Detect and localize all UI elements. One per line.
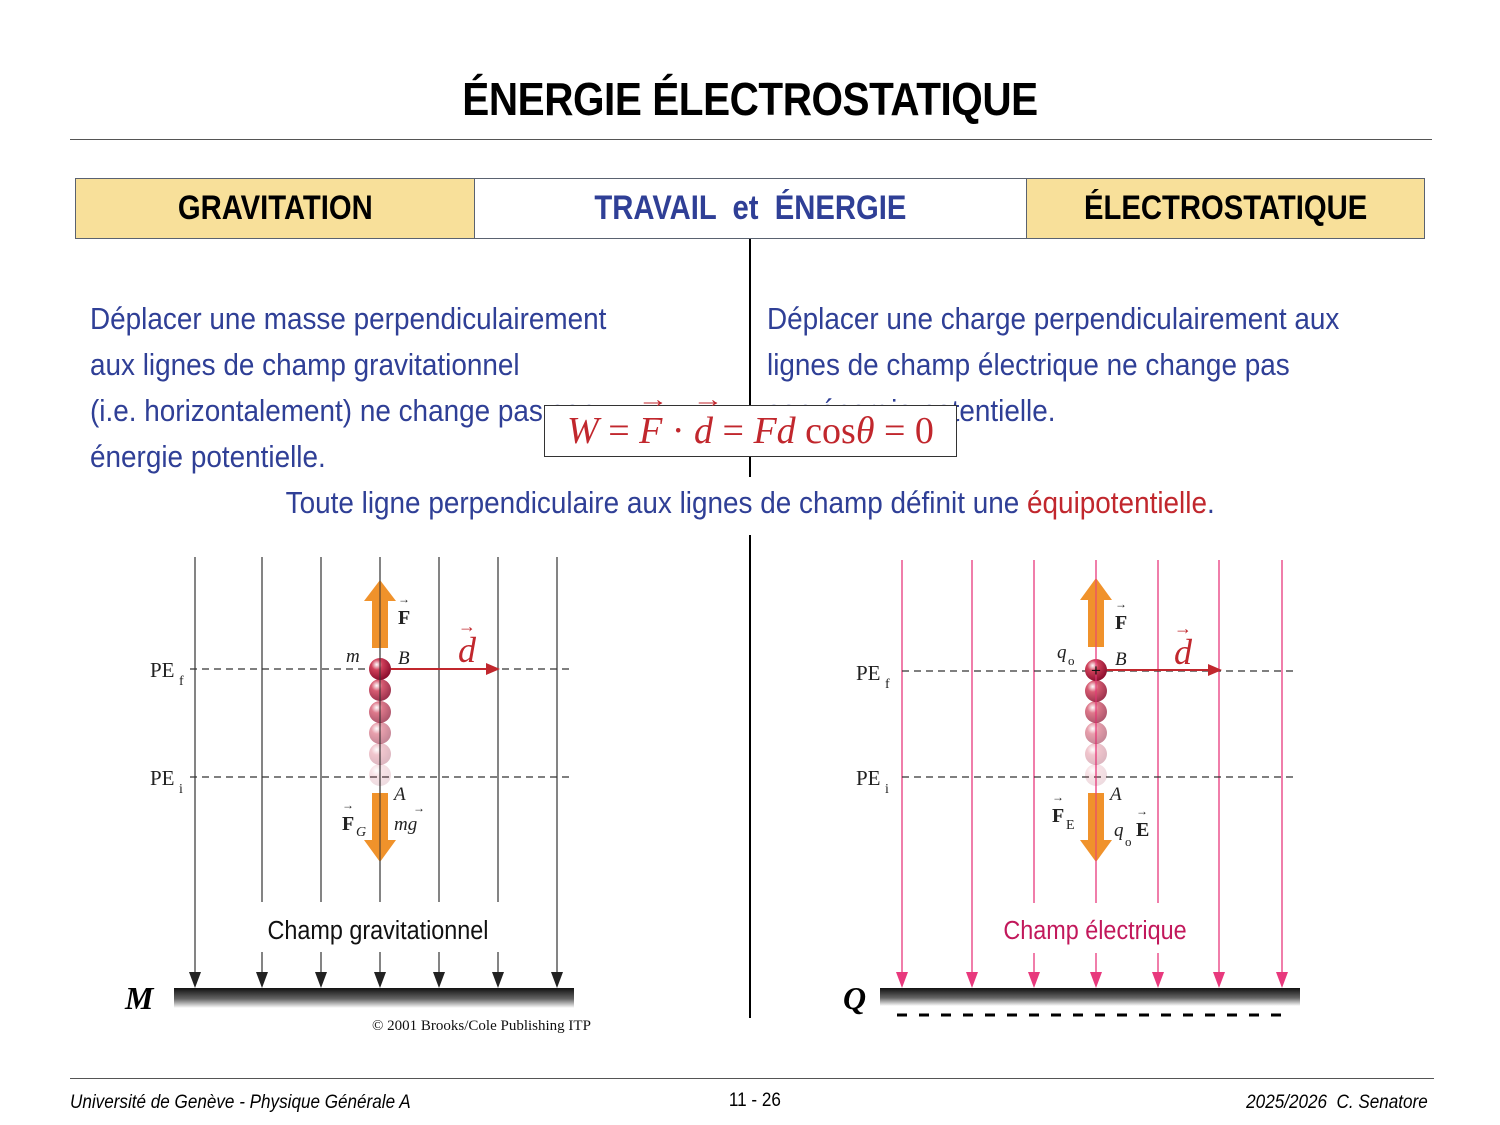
- charge-label: q: [1057, 642, 1067, 663]
- header-gravitation-label: GRAVITATION: [177, 189, 373, 227]
- electric-force-subscript: E: [1066, 818, 1075, 833]
- formula-force-vector: F: [639, 409, 662, 453]
- title-underline: [70, 139, 1432, 140]
- electric-field-arrowheads: [896, 972, 1288, 988]
- header-electrostatics-label: ÉLECTROSTATIQUE: [1083, 189, 1368, 227]
- footer-page-number-text: 11 - 26: [729, 1090, 781, 1111]
- gravity-field-diagram: PE f PE i m B A F → F → G mg → d → M © 2…: [124, 557, 591, 1034]
- arrow-over-icon: →: [1174, 618, 1192, 638]
- work-formula: W = F · d = Fd cos θ = 0: [544, 405, 957, 457]
- qoE-field-label: E: [1136, 819, 1149, 841]
- gravitation-description-text: Déplacer une masse perpendiculairement a…: [90, 301, 607, 474]
- gravity-field-lines: [194, 557, 558, 980]
- formula-displacement-vector: d: [694, 409, 713, 453]
- pe-final-label: PE: [150, 658, 175, 682]
- pe-final-subscript: f: [885, 677, 890, 692]
- header-electrostatics: ÉLECTROSTATIQUE: [1027, 179, 1424, 238]
- pe-initial-label: PE: [856, 766, 881, 790]
- footer-page-number: 11 - 26: [700, 1090, 810, 1112]
- electric-force-label: F: [1052, 805, 1064, 827]
- electric-field-diagram: + PE f PE i q o B A F → F → E q o E → d …: [843, 560, 1300, 1017]
- displacement-arrowhead: [1208, 664, 1222, 676]
- displacement-label: d: [458, 630, 477, 670]
- formula-equals: =: [598, 410, 640, 452]
- qoE-charge-label: q: [1114, 820, 1124, 841]
- equipotential-suffix: .: [1206, 485, 1215, 520]
- footer-author: 2025/2026 C. Senatore: [1226, 1092, 1428, 1114]
- arrow-over-icon: →: [413, 801, 425, 815]
- mass-plate: [174, 988, 574, 1008]
- arrow-over-icon: →: [398, 592, 410, 606]
- header-row: GRAVITATION TRAVAIL et ÉNERGIE ÉLECTROST…: [75, 178, 1425, 239]
- pe-initial-subscript: i: [885, 782, 889, 797]
- point-b-label: B: [398, 648, 410, 669]
- footer-rule: [70, 1078, 1434, 1079]
- charge-plate: [880, 988, 1300, 1006]
- equipotential-prefix: Toute ligne perpendiculaire aux lignes d…: [285, 485, 1027, 520]
- footer-institution-text: Université de Genève - Physique Générale…: [70, 1092, 411, 1113]
- header-work-energy-label: TRAVAIL et ÉNERGIE: [594, 189, 907, 227]
- formula-w: W: [567, 410, 599, 452]
- gravity-force-subscript: G: [356, 825, 366, 840]
- gravity-field-arrowheads: [189, 972, 563, 988]
- electrostatics-description: Déplacer une charge perpendiculairement …: [767, 250, 1467, 434]
- gravity-field-label: Champ gravitationnel: [268, 917, 489, 945]
- equipotential-keyword: équipotentielle: [1026, 485, 1207, 520]
- mass-source-label: M: [124, 980, 155, 1016]
- column-divider-formula: [749, 457, 751, 477]
- formula-equals: =: [713, 410, 754, 452]
- formula-dot: ·: [662, 410, 695, 452]
- footer-author-text: 2025/2026 C. Senatore: [1246, 1092, 1428, 1113]
- displacement-arrowhead: [486, 663, 500, 675]
- point-a-label: A: [1108, 784, 1122, 805]
- column-divider-top: [749, 239, 751, 405]
- footer-institution: Université de Genève - Physique Générale…: [70, 1092, 448, 1114]
- equipotential-statement: Toute ligne perpendiculaire aux lignes d…: [0, 485, 1500, 521]
- point-b-label: B: [1115, 649, 1127, 670]
- formula-fd: Fd: [753, 410, 796, 452]
- pe-final-label: PE: [856, 661, 881, 685]
- pe-final-subscript: f: [179, 674, 184, 689]
- gravitation-description: Déplacer une masse perpendiculairement a…: [90, 250, 750, 480]
- weight-label: mg: [394, 814, 417, 835]
- point-a-label: A: [392, 784, 406, 805]
- formula-result: = 0: [874, 410, 934, 452]
- electrostatics-description-text: Déplacer une charge perpendiculairement …: [767, 301, 1340, 428]
- applied-force-label: F: [398, 607, 410, 629]
- applied-force-label: F: [1115, 612, 1127, 634]
- header-work-energy: TRAVAIL et ÉNERGIE: [475, 179, 1027, 238]
- arrow-over-icon: →: [342, 798, 354, 812]
- charge-source-label: Q: [843, 980, 866, 1016]
- electric-field-lines: [901, 560, 1283, 978]
- pe-initial-label: PE: [150, 766, 175, 790]
- equipotential-statement-line: Toute ligne perpendiculaire aux lignes d…: [285, 485, 1214, 521]
- slide-title: ÉNERGIE ÉLECTROSTATIQUE: [462, 73, 1038, 125]
- electric-field-label: Champ électrique: [1003, 917, 1186, 945]
- pe-initial-subscript: i: [179, 782, 183, 797]
- gravity-force-label: F: [342, 813, 354, 835]
- qoE-charge-subscript: o: [1125, 834, 1132, 849]
- arrow-over-icon: →: [458, 616, 476, 636]
- displacement-label: d: [1174, 632, 1193, 672]
- arrow-over-icon: →: [1115, 597, 1127, 611]
- formula-cos: cos: [795, 410, 856, 452]
- copyright-notice: © 2001 Brooks/Cole Publishing ITP: [372, 1018, 591, 1034]
- header-gravitation: GRAVITATION: [76, 179, 475, 238]
- positive-charge-sign: +: [1091, 661, 1101, 680]
- column-divider-bottom: [749, 535, 751, 1018]
- formula-theta: θ: [855, 410, 875, 452]
- mass-label: m: [346, 646, 360, 667]
- charge-subscript: o: [1068, 653, 1075, 668]
- arrow-over-icon: →: [1052, 790, 1064, 804]
- arrow-over-icon: →: [1136, 804, 1148, 818]
